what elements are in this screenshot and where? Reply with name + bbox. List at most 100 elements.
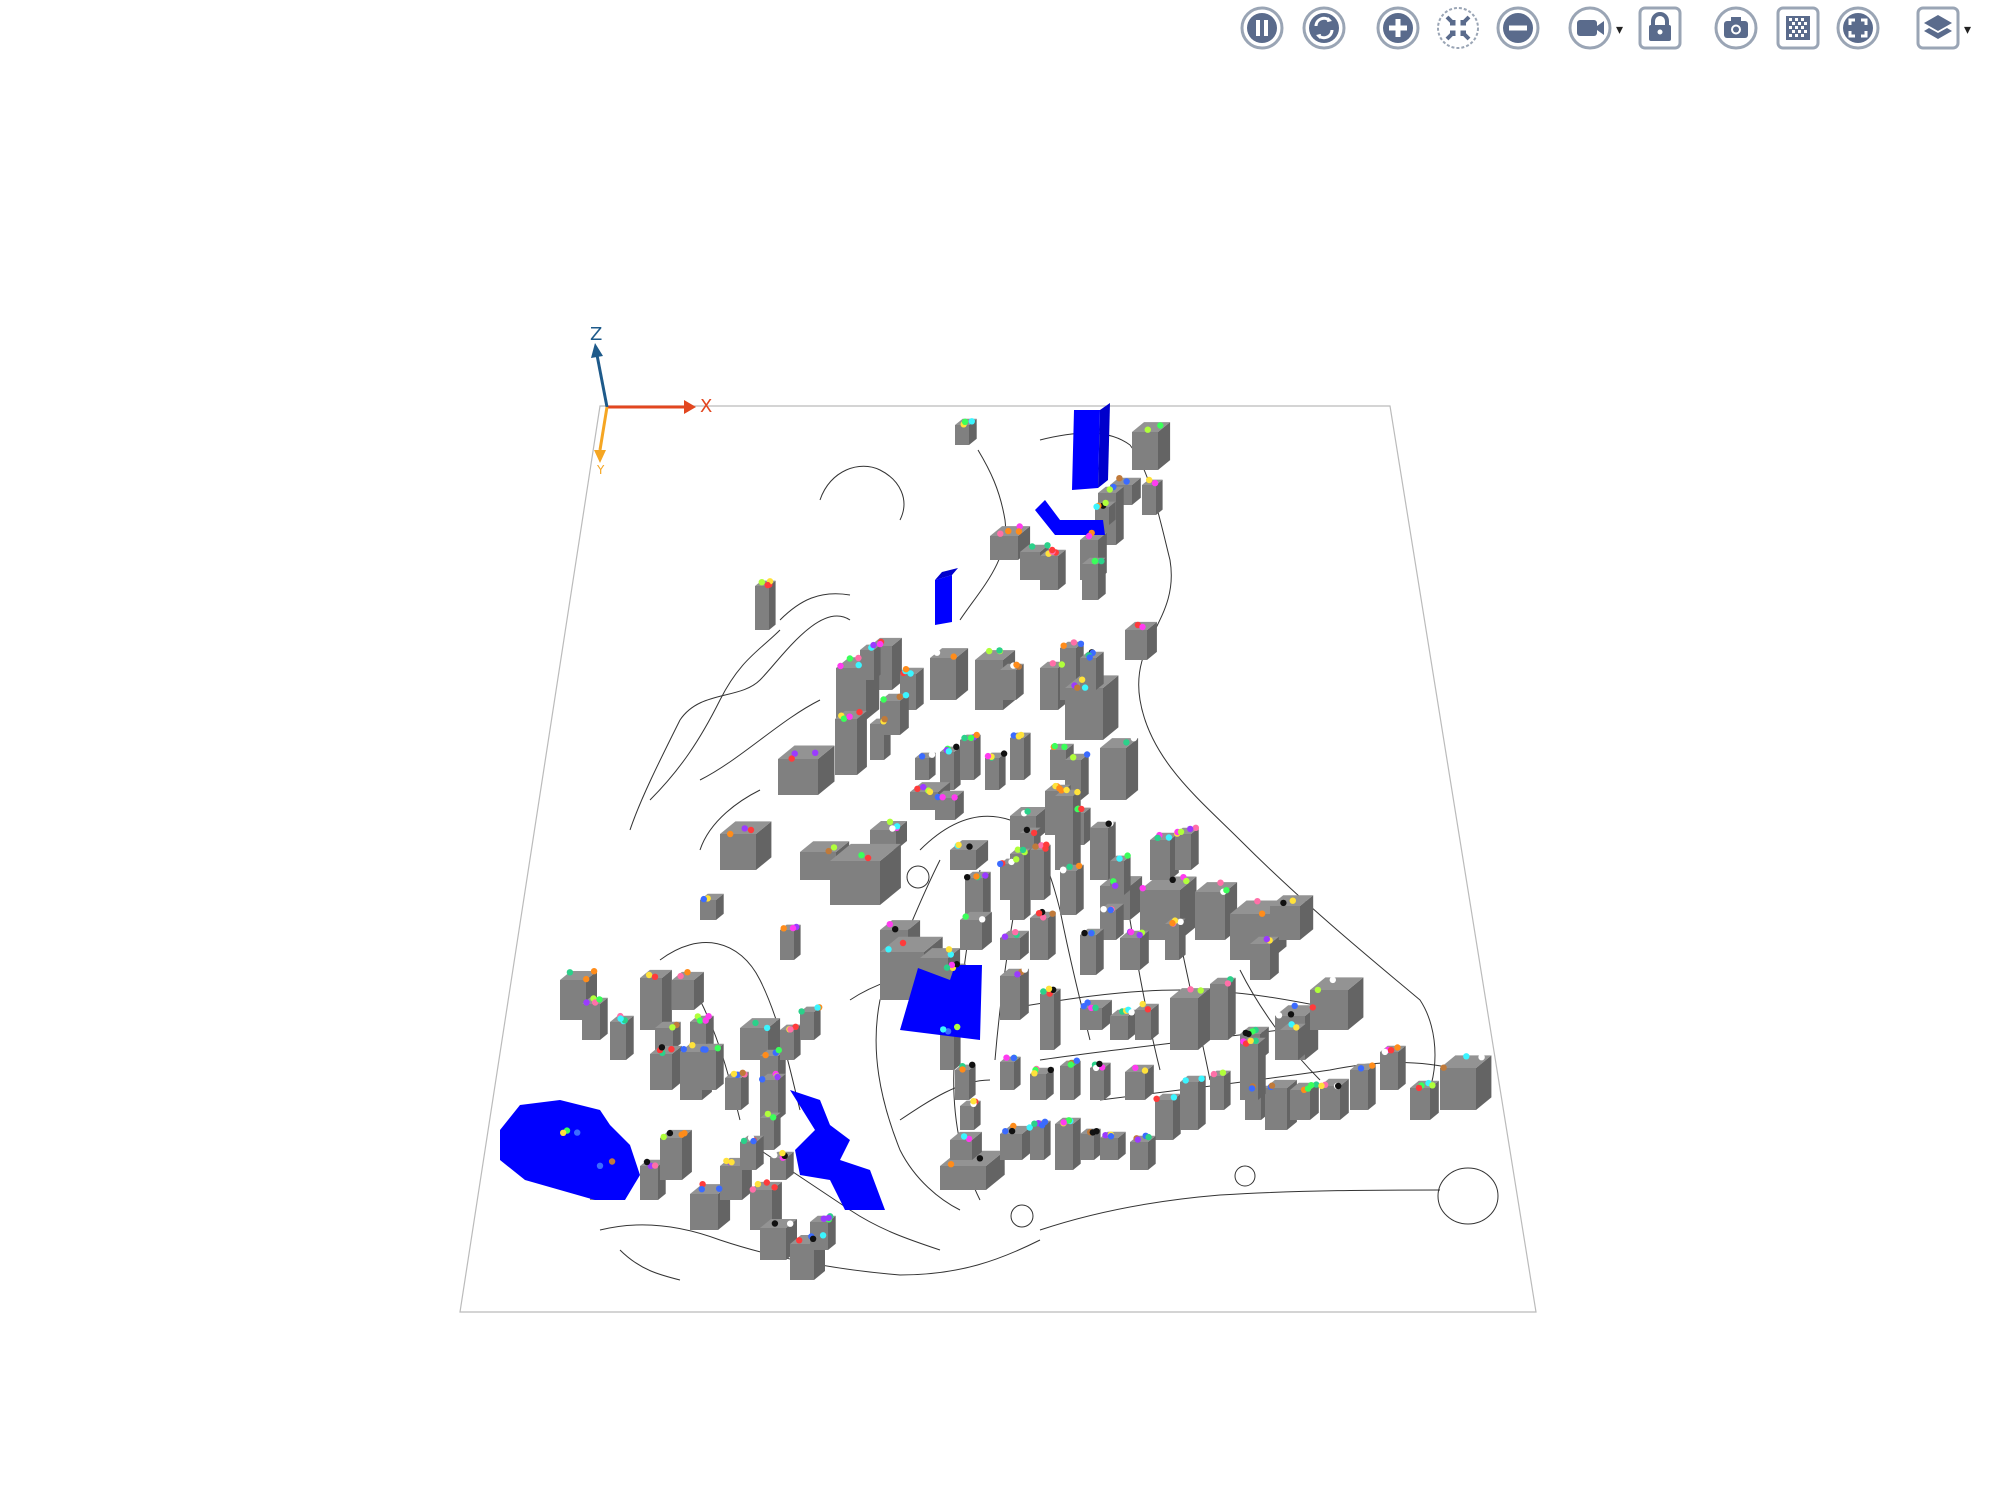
marker-point[interactable] bbox=[771, 1220, 779, 1227]
marker-point[interactable] bbox=[1139, 623, 1146, 631]
marker-point[interactable] bbox=[997, 860, 1004, 868]
marker-point[interactable] bbox=[668, 1046, 675, 1053]
marker-point[interactable] bbox=[1394, 1044, 1401, 1051]
marker-point[interactable] bbox=[1177, 918, 1184, 925]
building-121[interactable] bbox=[1440, 1055, 1492, 1110]
marker-point[interactable] bbox=[1059, 867, 1067, 874]
lock-button[interactable] bbox=[1636, 4, 1684, 52]
marker-point[interactable] bbox=[864, 854, 872, 862]
marker-point[interactable] bbox=[1289, 897, 1297, 904]
building-11[interactable] bbox=[755, 580, 776, 630]
zoom-out-button[interactable] bbox=[1494, 4, 1542, 52]
marker-point[interactable] bbox=[643, 1158, 651, 1166]
marker-point[interactable] bbox=[889, 825, 896, 832]
marker-point[interactable] bbox=[1060, 642, 1067, 649]
marker-point[interactable] bbox=[1016, 523, 1023, 530]
marker-point[interactable] bbox=[1032, 843, 1039, 850]
marker-point[interactable] bbox=[947, 1161, 955, 1168]
marker-point[interactable] bbox=[1415, 1084, 1423, 1092]
marker-point[interactable] bbox=[651, 973, 659, 980]
marker-point[interactable] bbox=[678, 1131, 685, 1138]
building-84[interactable] bbox=[1000, 968, 1029, 1020]
marker-point[interactable] bbox=[1245, 1030, 1252, 1038]
marker-point[interactable] bbox=[846, 655, 854, 662]
marker-point[interactable] bbox=[1146, 476, 1153, 484]
marker-point[interactable] bbox=[741, 825, 748, 832]
marker-point[interactable] bbox=[1107, 1133, 1115, 1140]
marker-point[interactable] bbox=[968, 418, 975, 425]
layers-dropdown-caret[interactable]: ▾ bbox=[1964, 22, 1972, 38]
marker-point[interactable] bbox=[1123, 478, 1130, 485]
marker-point[interactable] bbox=[1014, 846, 1022, 853]
marker-point[interactable] bbox=[876, 640, 884, 648]
marker-point[interactable] bbox=[645, 971, 653, 979]
marker-point[interactable] bbox=[1003, 1054, 1010, 1061]
marker-point[interactable] bbox=[969, 1061, 976, 1069]
marker-point[interactable] bbox=[698, 1186, 705, 1193]
marker-point[interactable] bbox=[947, 951, 954, 958]
marker-point[interactable] bbox=[1263, 935, 1271, 943]
marker-point[interactable] bbox=[1010, 1054, 1017, 1062]
marker-point[interactable] bbox=[1169, 919, 1176, 927]
marker-point[interactable] bbox=[812, 749, 819, 756]
marker-point[interactable] bbox=[1001, 933, 1009, 940]
marker-point[interactable] bbox=[1291, 1002, 1298, 1009]
marker-point[interactable] bbox=[1081, 929, 1088, 937]
marker-point[interactable] bbox=[846, 713, 853, 720]
marker-point[interactable] bbox=[1013, 661, 1020, 668]
building-105[interactable] bbox=[960, 1100, 981, 1130]
marker-point[interactable] bbox=[819, 1232, 827, 1239]
marker-point[interactable] bbox=[961, 734, 968, 742]
marker-point[interactable] bbox=[747, 826, 755, 834]
building-45[interactable] bbox=[1055, 789, 1081, 870]
marker-point[interactable] bbox=[660, 1133, 667, 1141]
marker-point[interactable] bbox=[1042, 845, 1049, 852]
marker-point[interactable] bbox=[1035, 910, 1043, 917]
marker-point[interactable] bbox=[1017, 731, 1025, 739]
marker-point[interactable] bbox=[596, 996, 603, 1003]
marker-point[interactable] bbox=[1092, 1004, 1099, 1011]
marker-point[interactable] bbox=[1127, 928, 1135, 936]
marker-point[interactable] bbox=[1029, 543, 1036, 550]
marker-point[interactable] bbox=[1058, 787, 1065, 794]
marker-point[interactable] bbox=[1073, 1057, 1081, 1064]
marker-point[interactable] bbox=[560, 1129, 567, 1137]
building-1[interactable] bbox=[1132, 422, 1171, 470]
marker-point[interactable] bbox=[669, 1024, 676, 1031]
marker-point[interactable] bbox=[1210, 1070, 1218, 1078]
marker-point[interactable] bbox=[1293, 1024, 1300, 1031]
marker-point[interactable] bbox=[1031, 1120, 1038, 1127]
marker-point[interactable] bbox=[1085, 532, 1093, 540]
marker-point[interactable] bbox=[1182, 1077, 1189, 1084]
marker-point[interactable] bbox=[1144, 426, 1152, 433]
marker-point[interactable] bbox=[1067, 1061, 1075, 1068]
marker-point[interactable] bbox=[907, 670, 914, 677]
marker-point[interactable] bbox=[1049, 546, 1056, 554]
marker-point[interactable] bbox=[962, 913, 969, 920]
transparency-button[interactable] bbox=[1774, 4, 1822, 52]
marker-point[interactable] bbox=[1081, 684, 1089, 691]
marker-point[interactable] bbox=[933, 649, 941, 656]
marker-point[interactable] bbox=[1112, 882, 1119, 889]
marker-point[interactable] bbox=[566, 969, 574, 976]
marker-point[interactable] bbox=[984, 752, 992, 760]
marker-point[interactable] bbox=[1192, 824, 1200, 831]
marker-point[interactable] bbox=[1335, 1082, 1342, 1090]
marker-point[interactable] bbox=[1058, 661, 1066, 668]
marker-point[interactable] bbox=[966, 843, 973, 850]
building-141[interactable] bbox=[810, 1215, 836, 1250]
marker-point[interactable] bbox=[770, 1114, 777, 1121]
marker-point[interactable] bbox=[1309, 1004, 1317, 1011]
building-76[interactable] bbox=[672, 971, 704, 1010]
marker-point[interactable] bbox=[1463, 1053, 1470, 1060]
marker-point[interactable] bbox=[1078, 676, 1086, 683]
marker-point[interactable] bbox=[728, 1159, 735, 1166]
marker-points-layer[interactable] bbox=[560, 418, 1485, 1244]
marker-point[interactable] bbox=[1357, 1065, 1365, 1072]
marker-point[interactable] bbox=[1091, 557, 1099, 565]
highlight-building-slab[interactable] bbox=[935, 568, 958, 625]
marker-point[interactable] bbox=[955, 841, 962, 849]
marker-point[interactable] bbox=[951, 794, 958, 801]
building-54[interactable] bbox=[700, 893, 724, 920]
marker-point[interactable] bbox=[1040, 988, 1047, 995]
